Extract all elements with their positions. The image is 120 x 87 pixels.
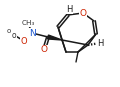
Text: O: O (21, 37, 27, 46)
Text: o: o (12, 31, 16, 39)
Text: H: H (97, 39, 103, 48)
Text: o: o (7, 28, 11, 34)
Text: CH₃: CH₃ (21, 20, 35, 26)
Text: H: H (66, 5, 72, 13)
Polygon shape (48, 35, 62, 40)
Text: O: O (79, 9, 87, 17)
Text: O: O (41, 46, 48, 54)
Text: N: N (29, 29, 35, 37)
